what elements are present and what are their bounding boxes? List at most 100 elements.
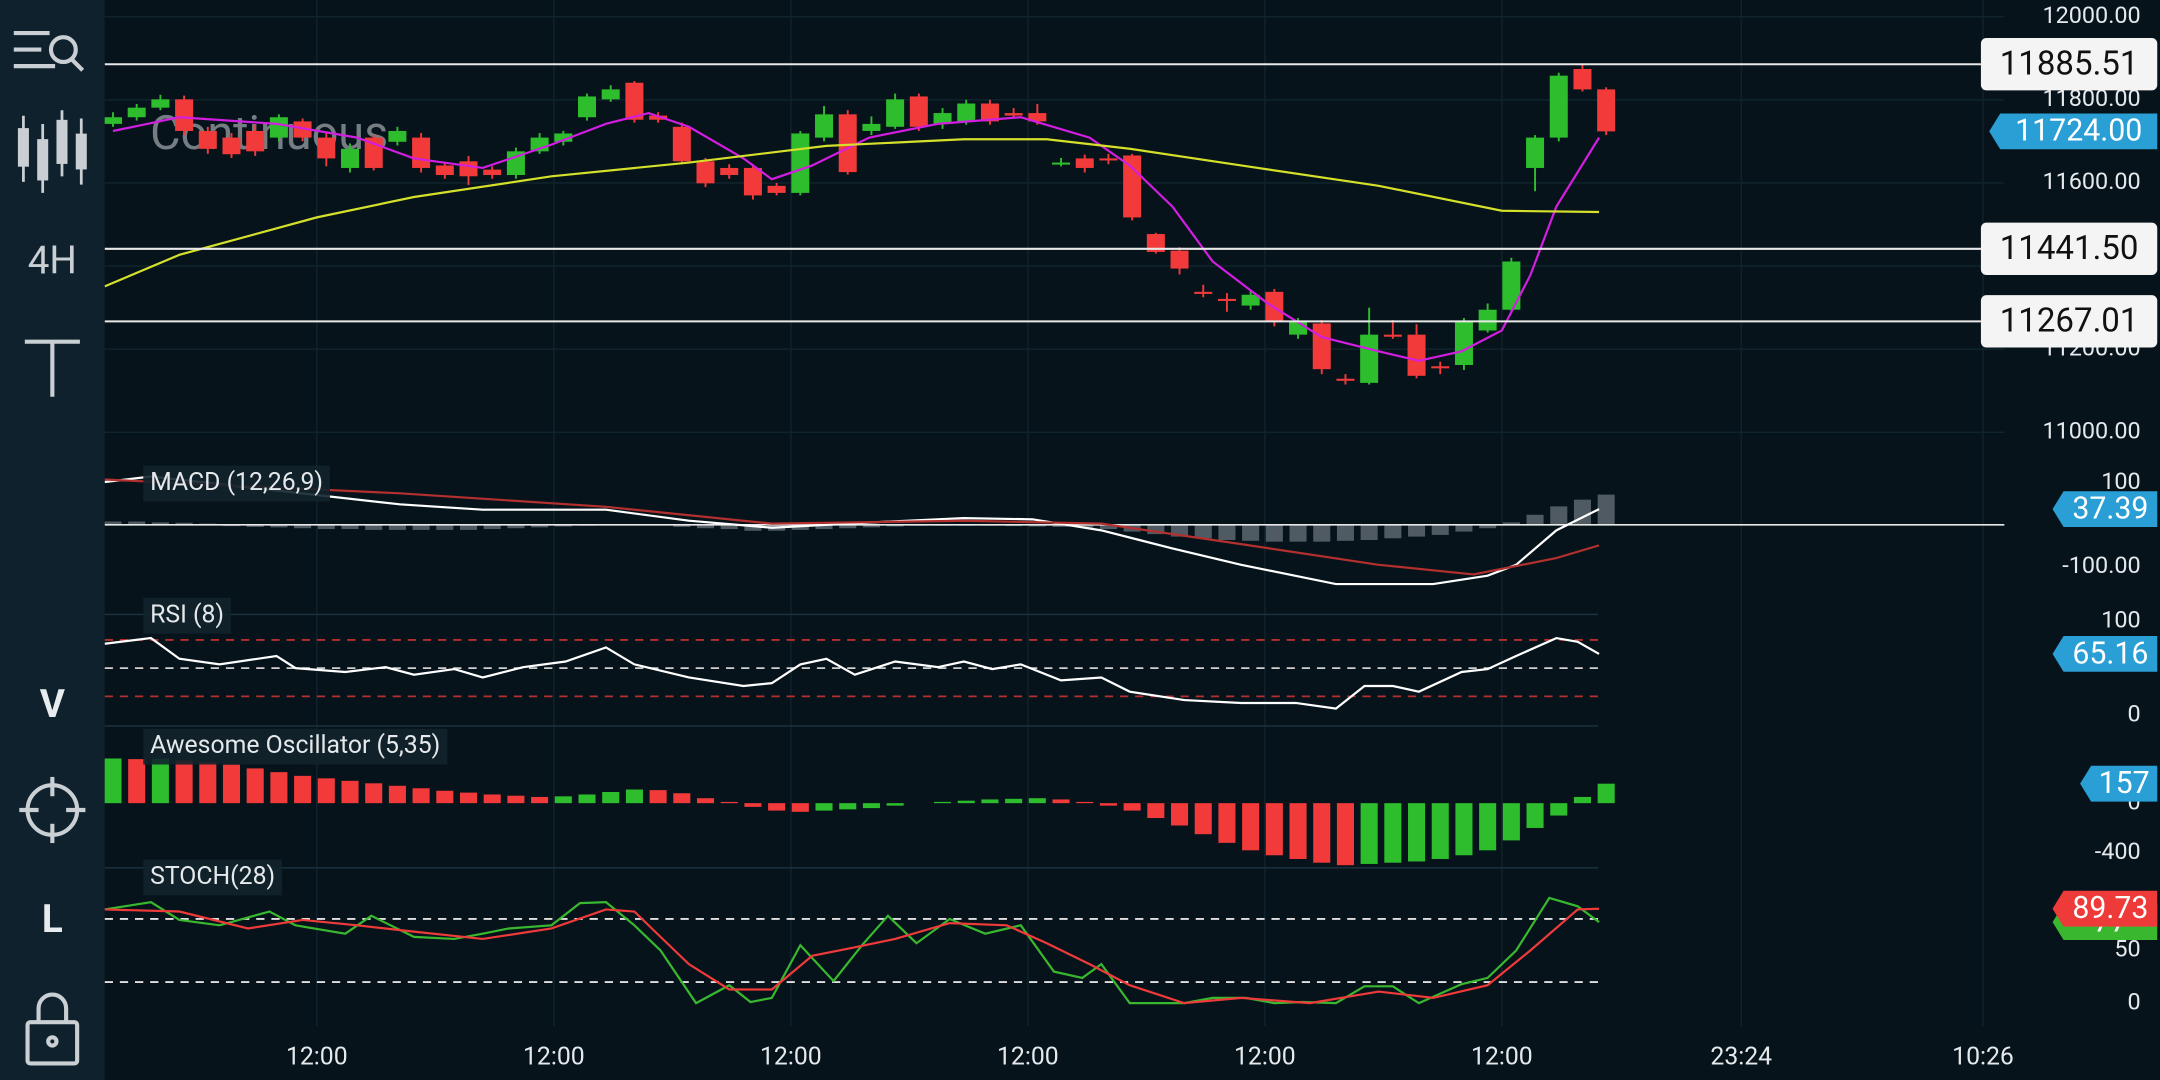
histogram-bar	[1194, 524, 1212, 539]
indicator-title-bg	[143, 859, 283, 896]
indicator-line	[104, 478, 1600, 576]
ao-bar	[1005, 798, 1023, 804]
ao-bar	[696, 798, 715, 804]
candle-body	[1360, 334, 1379, 383]
ao-bar	[199, 762, 217, 804]
ao-bar	[1431, 803, 1449, 859]
candle-body	[127, 107, 146, 118]
value-tag: 11724.00	[1989, 113, 2158, 150]
ao-bar	[270, 772, 288, 804]
ao-bar	[294, 775, 312, 804]
ao-bar	[1099, 803, 1117, 806]
candle-body	[838, 114, 857, 173]
ao-bar	[1360, 803, 1378, 864]
candle-body	[198, 130, 217, 149]
candle-body	[1099, 158, 1118, 161]
ao-bar	[933, 801, 952, 804]
indicator-title: RSI (8)	[143, 597, 231, 634]
menu-search-icon[interactable]	[13, 30, 85, 72]
ao-bar	[1479, 803, 1497, 851]
candle-body	[625, 82, 644, 120]
x-tick-label: 12:00	[1471, 1043, 1533, 1072]
ao-bar	[886, 803, 904, 806]
histogram-bar	[1384, 524, 1402, 539]
histogram-bar	[815, 524, 833, 530]
histogram-bar	[839, 524, 857, 529]
histogram-bar	[1076, 524, 1094, 528]
histogram-bar	[1336, 524, 1354, 541]
histogram-bar	[128, 521, 146, 525]
candle-body	[246, 130, 265, 152]
histogram-bar	[1313, 524, 1331, 542]
indicator-line	[104, 907, 1600, 1005]
candle-body	[103, 117, 122, 124]
ao-bar	[744, 803, 762, 807]
value-tag-text: 37.39	[2072, 492, 2148, 527]
price-level-label: 11441.50	[2000, 229, 2139, 268]
crosshair-icon[interactable]	[19, 776, 86, 844]
lock-icon[interactable]	[25, 992, 80, 1066]
candle-body	[388, 130, 407, 142]
histogram-bar	[554, 524, 572, 527]
ao-bar	[815, 803, 833, 811]
x-tick-label: 12:00	[1234, 1043, 1296, 1072]
timeframe-button[interactable]: 4H	[28, 238, 77, 283]
candle-body	[554, 133, 573, 142]
histogram-bar	[175, 522, 193, 525]
price-level-label: 11885.51	[2000, 44, 2139, 83]
ao-bar	[1384, 803, 1402, 863]
candle-body	[1123, 155, 1142, 218]
ao-bar	[507, 795, 525, 804]
indicator-title-bg	[143, 597, 231, 634]
ao-bar	[175, 760, 193, 804]
x-tick-label: 23:24	[1710, 1043, 1772, 1072]
candle-body	[1597, 89, 1616, 132]
value-tag-text: 11724.00	[2015, 114, 2142, 149]
layout-button[interactable]: L	[42, 897, 63, 942]
text-tool-icon[interactable]	[24, 339, 80, 397]
candle-body	[1028, 113, 1047, 122]
x-tick-label: 12:00	[286, 1043, 348, 1072]
histogram-bar	[1099, 524, 1117, 530]
ao-bar	[1194, 803, 1212, 835]
candle-body	[1217, 298, 1236, 301]
ao-bar	[1597, 783, 1615, 804]
ao-bar	[839, 803, 857, 810]
ao-bar	[554, 796, 572, 804]
candle-type-icon[interactable]	[17, 110, 87, 193]
candle-body	[672, 126, 691, 162]
histogram-bar	[317, 524, 335, 530]
candle-body	[317, 137, 336, 159]
histogram-bar	[459, 524, 478, 530]
ao-bar	[341, 780, 359, 804]
histogram-bar	[294, 524, 312, 529]
indicator-title: Awesome Oscillator (5,35)	[143, 728, 448, 765]
ao-bar	[1123, 803, 1141, 811]
candle-body	[1194, 291, 1213, 294]
candle-body	[1241, 294, 1260, 306]
candle-body	[909, 96, 928, 127]
y-tick-label: -100.00	[2062, 551, 2140, 579]
candle-body	[175, 99, 194, 131]
ao-bar	[1265, 803, 1283, 856]
y-tick-label: 100	[2101, 605, 2140, 633]
indicator-title-text: STOCH(28)	[150, 862, 275, 891]
candle-body	[1407, 334, 1426, 376]
histogram-bar	[862, 524, 880, 528]
histogram-bar	[1479, 524, 1497, 529]
x-tick-label: 12:00	[760, 1043, 822, 1072]
candle-body	[1526, 137, 1545, 168]
indicator-line	[104, 138, 1600, 288]
candle-body	[886, 99, 905, 127]
ao-bar	[862, 803, 880, 809]
histogram-bar	[1408, 524, 1426, 537]
histogram-bar	[341, 524, 359, 530]
toolbar: 4H V L	[0, 0, 105, 1080]
ao-bar	[459, 792, 478, 804]
ao-bar	[1336, 803, 1354, 866]
histogram-bar	[507, 524, 525, 529]
candle-body	[601, 89, 620, 100]
ao-bar	[1289, 803, 1307, 859]
volume-button[interactable]: V	[40, 682, 66, 727]
indicator-title-bg	[143, 465, 330, 502]
